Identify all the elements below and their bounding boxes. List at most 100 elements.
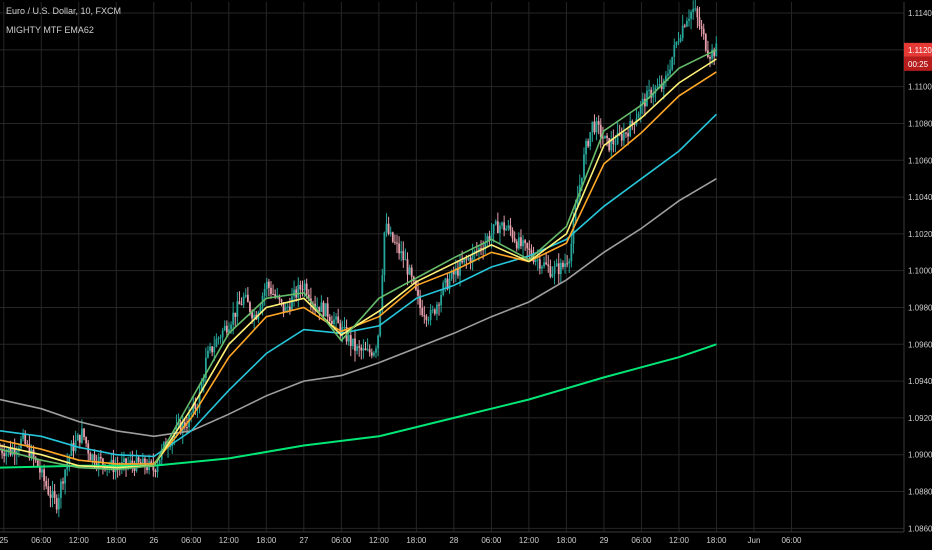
candle-body <box>28 444 31 459</box>
candle-body <box>221 330 224 338</box>
candle-body <box>587 140 590 147</box>
candle-body <box>700 26 703 29</box>
candle-body <box>39 467 41 473</box>
x-tick-label: 06:00 <box>31 536 52 545</box>
candle-body <box>574 208 577 222</box>
candle-body <box>484 242 487 250</box>
price-axis: 1.0860 1.0880 1.0900 1.0920 1.0940 1.0960 1.09… <box>908 9 932 533</box>
candle-body <box>408 267 411 275</box>
candle-body <box>452 271 455 275</box>
time-axis: 25 06:00 12:00 18:00 26 06:00 12:00 18:00 27 06:0… <box>0 536 802 545</box>
candle-body <box>328 316 331 322</box>
candle-body <box>509 225 512 231</box>
ema-line-2 <box>0 178 717 438</box>
x-tick-label: 12:00 <box>69 536 90 545</box>
candle-body <box>1 449 4 454</box>
candle-body <box>662 80 665 90</box>
candle-body <box>207 350 209 358</box>
candle-body <box>503 222 506 231</box>
candle-body <box>526 243 529 249</box>
candle-body <box>465 258 468 260</box>
candle-body <box>538 259 541 269</box>
candle-body <box>249 302 251 313</box>
candle-body <box>175 424 178 434</box>
candle-body <box>381 275 384 311</box>
candle-body <box>144 458 146 468</box>
candle-body <box>36 460 39 468</box>
candle-body <box>152 463 155 471</box>
candle-body <box>200 382 203 392</box>
candle-body <box>522 240 524 247</box>
candle-body <box>440 294 443 306</box>
candle-body <box>557 263 560 275</box>
candle-body <box>89 453 92 461</box>
candle-body <box>446 278 449 290</box>
y-tick-label: 1.1040 <box>908 193 932 202</box>
candle-body <box>169 445 172 448</box>
candle-body <box>305 283 308 295</box>
candle-body <box>553 266 556 274</box>
candle-body <box>99 456 102 459</box>
candle-body <box>467 257 470 260</box>
last-price-badge: 1.1120 00:25 <box>904 42 932 71</box>
candle-body <box>15 451 18 455</box>
candle-body <box>186 427 188 429</box>
candle-body <box>267 281 270 288</box>
candle-body <box>301 289 304 291</box>
candle-body <box>612 139 615 145</box>
candle-body <box>704 34 707 51</box>
candle-body <box>223 325 226 331</box>
candle-body <box>679 38 682 42</box>
candle-body <box>528 248 531 250</box>
candle-body <box>702 28 705 35</box>
candle-body <box>316 306 319 308</box>
candle-body <box>457 268 459 276</box>
candle-body <box>513 238 516 242</box>
candle-body <box>78 434 81 443</box>
candle-body <box>158 459 161 466</box>
candle-body <box>366 349 369 351</box>
candle-body <box>246 294 249 303</box>
candle-body <box>343 326 346 328</box>
candle-body <box>45 480 48 487</box>
candle-body <box>551 273 554 277</box>
candle-body <box>450 271 453 279</box>
candle-body <box>129 460 132 464</box>
candle-body <box>478 247 480 252</box>
candle-body <box>318 306 321 312</box>
x-tick-label: 26 <box>149 536 158 545</box>
y-tick-label: 1.0940 <box>908 377 932 386</box>
candle-body <box>417 289 419 296</box>
candle-body <box>494 221 497 225</box>
x-tick-label: 12:00 <box>369 536 390 545</box>
candle-body <box>125 458 127 467</box>
candle-body <box>564 263 566 268</box>
candle-body <box>688 18 690 21</box>
candle-body <box>270 287 272 295</box>
countdown-badge-value: 00:25 <box>908 60 929 69</box>
candle-body <box>7 448 10 452</box>
x-tick-label: 18:00 <box>106 536 127 545</box>
candle-body <box>373 352 375 356</box>
candle-body <box>70 443 73 456</box>
candle-body <box>614 143 617 145</box>
candle-body <box>625 132 627 134</box>
candle-body <box>377 335 380 349</box>
x-tick-label: 18:00 <box>406 536 427 545</box>
candle-body <box>410 267 413 277</box>
y-tick-label: 1.0880 <box>908 488 932 497</box>
candle-body <box>576 196 579 209</box>
candle-body <box>438 304 440 306</box>
candle-body <box>219 337 222 339</box>
candle-body <box>379 310 382 336</box>
candle-body <box>375 348 377 353</box>
candle-body <box>696 8 699 18</box>
candle-body <box>24 433 27 444</box>
grid-lines <box>0 2 905 533</box>
candle-body <box>162 442 165 449</box>
candle-body <box>622 132 625 141</box>
x-tick-label: 29 <box>599 536 608 545</box>
x-tick-label: 18:00 <box>556 536 577 545</box>
candle-body <box>330 321 333 324</box>
